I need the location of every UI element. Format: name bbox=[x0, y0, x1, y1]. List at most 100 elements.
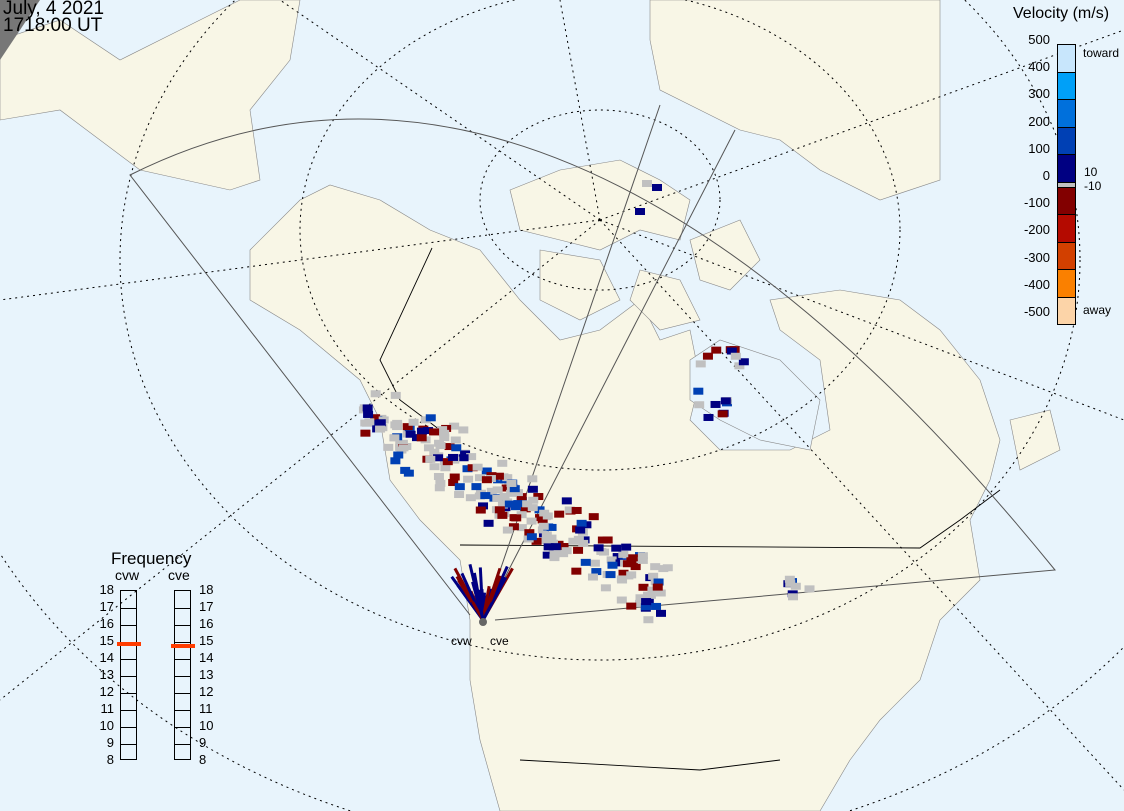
velocity-cell bbox=[449, 422, 460, 430]
frequency-tick: 16 bbox=[199, 616, 214, 631]
velocity-cell bbox=[785, 579, 796, 587]
velocity-cell bbox=[702, 352, 713, 360]
velocity-cell bbox=[630, 563, 641, 571]
frequency-tick: 9 bbox=[106, 735, 114, 750]
velocity-cell bbox=[602, 536, 613, 544]
velocity-cell bbox=[573, 535, 584, 543]
velocity-cell bbox=[787, 593, 798, 601]
colorbar-tick: 500 bbox=[1028, 32, 1050, 47]
velocity-cell bbox=[575, 526, 586, 534]
colorbar-tick: 200 bbox=[1028, 113, 1050, 129]
velocity-cell bbox=[493, 472, 504, 480]
colorbar-toward-label: toward bbox=[1083, 46, 1120, 60]
colorbar-away-label: away bbox=[1083, 303, 1112, 317]
velocity-cell bbox=[703, 413, 714, 421]
velocity-cell bbox=[448, 479, 459, 487]
colorbar-segment-toward bbox=[1058, 100, 1075, 128]
velocity-cell bbox=[635, 599, 646, 607]
velocity-cell bbox=[720, 397, 731, 405]
velocity-cell bbox=[481, 476, 492, 484]
velocity-cell bbox=[437, 426, 448, 434]
velocity-cell bbox=[494, 506, 505, 514]
velocity-cell bbox=[392, 419, 403, 427]
frequency-radar-cvw: cvw bbox=[115, 567, 140, 583]
colorbar-tick: -200 bbox=[1023, 222, 1050, 238]
velocity-cell bbox=[640, 603, 651, 611]
frequency-tick: 8 bbox=[199, 752, 207, 767]
velocity-cell bbox=[527, 475, 538, 483]
colorbar-segment-away bbox=[1058, 296, 1075, 324]
frequency-bar-cve bbox=[174, 590, 191, 760]
colorbar-tick: 400 bbox=[1028, 59, 1050, 75]
velocity-cell bbox=[423, 444, 434, 452]
land-masses bbox=[0, 0, 1061, 811]
frequency-tick: 18 bbox=[99, 582, 114, 597]
velocity-cell bbox=[481, 467, 492, 475]
velocity-colorbar bbox=[1057, 44, 1076, 325]
velocity-cell bbox=[554, 510, 565, 518]
velocity-cell bbox=[533, 493, 544, 501]
velocity-cell bbox=[472, 463, 483, 471]
velocity-cell bbox=[425, 414, 436, 422]
velocity-cell bbox=[522, 500, 533, 508]
velocity-cell bbox=[458, 426, 469, 434]
velocity-cell bbox=[528, 496, 539, 504]
velocity-cell bbox=[790, 582, 801, 590]
velocity-cell bbox=[589, 559, 600, 567]
velocity-cell bbox=[510, 503, 521, 511]
velocity-cell bbox=[542, 512, 553, 520]
velocity-cell bbox=[527, 485, 538, 493]
velocity-cell bbox=[626, 571, 637, 579]
frequency-marker bbox=[171, 644, 195, 649]
velocity-cell bbox=[651, 602, 662, 610]
velocity-cell bbox=[408, 418, 419, 426]
velocity-beam bbox=[481, 567, 502, 621]
velocity-cells bbox=[358, 180, 815, 624]
velocity-cell bbox=[558, 550, 569, 558]
velocity-cell bbox=[648, 572, 659, 580]
time-label: 1718:00 UT bbox=[3, 15, 103, 36]
velocity-cell bbox=[635, 208, 645, 215]
velocity-cell bbox=[474, 492, 485, 500]
velocity-cell bbox=[511, 514, 522, 522]
frequency-tick: 12 bbox=[199, 684, 214, 699]
velocity-cell bbox=[375, 419, 386, 427]
velocity-cell bbox=[607, 561, 618, 569]
frequency-tick: 15 bbox=[99, 633, 114, 648]
velocity-cell bbox=[568, 537, 579, 545]
velocity-cell bbox=[501, 484, 512, 492]
frequency-tick: 17 bbox=[199, 599, 214, 614]
velocity-cell bbox=[588, 513, 599, 521]
velocity-cell bbox=[454, 483, 465, 491]
frequency-title: Frequency bbox=[111, 549, 192, 568]
velocity-cell bbox=[558, 543, 569, 551]
velocity-cell bbox=[434, 439, 445, 447]
velocity-cell bbox=[506, 489, 517, 497]
velocity-cell bbox=[429, 428, 440, 436]
frequency-tick: 8 bbox=[106, 752, 114, 767]
velocity-cell bbox=[390, 457, 401, 465]
velocity-cell bbox=[662, 564, 673, 572]
velocity-cell bbox=[405, 430, 416, 438]
velocity-cell bbox=[398, 444, 409, 452]
velocity-cell bbox=[416, 434, 427, 442]
velocity-cell bbox=[463, 475, 474, 483]
velocity-cell bbox=[466, 453, 477, 461]
velocity-cell bbox=[435, 479, 446, 487]
velocity-cell bbox=[579, 536, 590, 544]
velocity-cell bbox=[650, 563, 661, 571]
velocity-cell bbox=[393, 451, 404, 459]
velocity-cell bbox=[506, 479, 517, 487]
velocity-cell bbox=[638, 583, 649, 591]
velocity-cell bbox=[465, 494, 476, 502]
velocity-cell bbox=[694, 401, 705, 409]
velocity-cell bbox=[652, 184, 662, 191]
velocity-cell bbox=[693, 387, 704, 395]
velocity-cell bbox=[538, 537, 549, 545]
velocity-cell bbox=[612, 553, 623, 561]
velocity-cell bbox=[475, 506, 486, 514]
colorbar-segment-away bbox=[1058, 269, 1075, 297]
frequency-tick: 15 bbox=[199, 633, 214, 648]
velocity-cell bbox=[616, 596, 627, 604]
